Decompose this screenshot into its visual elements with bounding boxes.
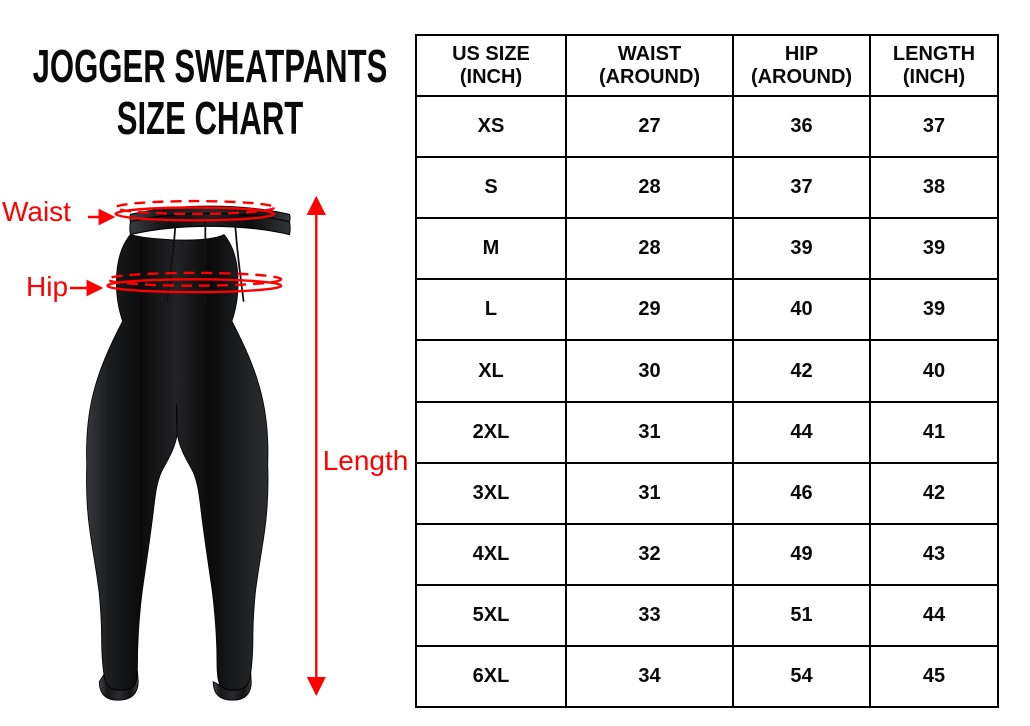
svg-text:Length: Length [323,445,409,476]
svg-text:Hip: Hip [26,271,68,302]
svg-text:Waist: Waist [2,196,71,227]
